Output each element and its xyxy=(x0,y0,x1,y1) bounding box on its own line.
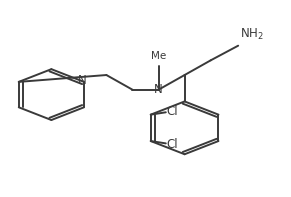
Text: Cl: Cl xyxy=(167,138,178,151)
Text: NH$_2$: NH$_2$ xyxy=(239,27,263,42)
Text: Me: Me xyxy=(151,51,166,61)
Text: N: N xyxy=(78,74,87,87)
Text: Cl: Cl xyxy=(167,105,178,118)
Text: N: N xyxy=(154,83,163,96)
